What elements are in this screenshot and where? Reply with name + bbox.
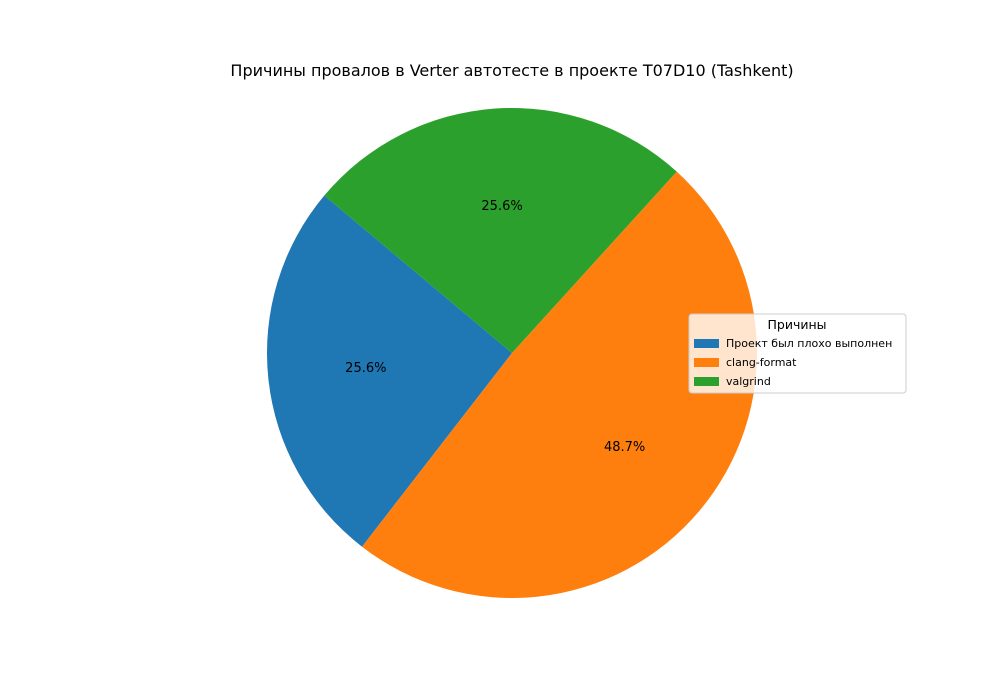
legend-title: Причины — [767, 317, 826, 332]
chart-title: Причины провалов в Verter автотесте в пр… — [230, 61, 793, 80]
legend-box — [688, 313, 907, 394]
pie-percent-label-2: 48.7% — [604, 440, 645, 455]
legend-label-2: clang-format — [726, 356, 797, 369]
legend-label-3: valgrind — [726, 375, 771, 388]
pie-slice-3 — [324, 107, 677, 353]
pie-slice-1 — [267, 195, 512, 547]
legend-label-1: Проект был плохо выполнен — [726, 337, 892, 350]
pie-percent-label-1: 25.6% — [345, 361, 386, 376]
pie-slice-2 — [362, 171, 758, 599]
legend-swatch-2 — [694, 358, 719, 367]
pie-slices — [267, 107, 758, 599]
pie-percent-label-3: 25.6% — [481, 199, 522, 214]
legend-swatch-3 — [694, 377, 719, 386]
legend: Причины Проект был плохо выполнен clang-f… — [688, 313, 907, 394]
legend-items: Проект был плохо выполнен clang-format val… — [694, 337, 892, 388]
pie-percent-labels: 25.6% 48.7% 25.6% — [345, 199, 645, 455]
legend-swatch-1 — [694, 339, 719, 348]
